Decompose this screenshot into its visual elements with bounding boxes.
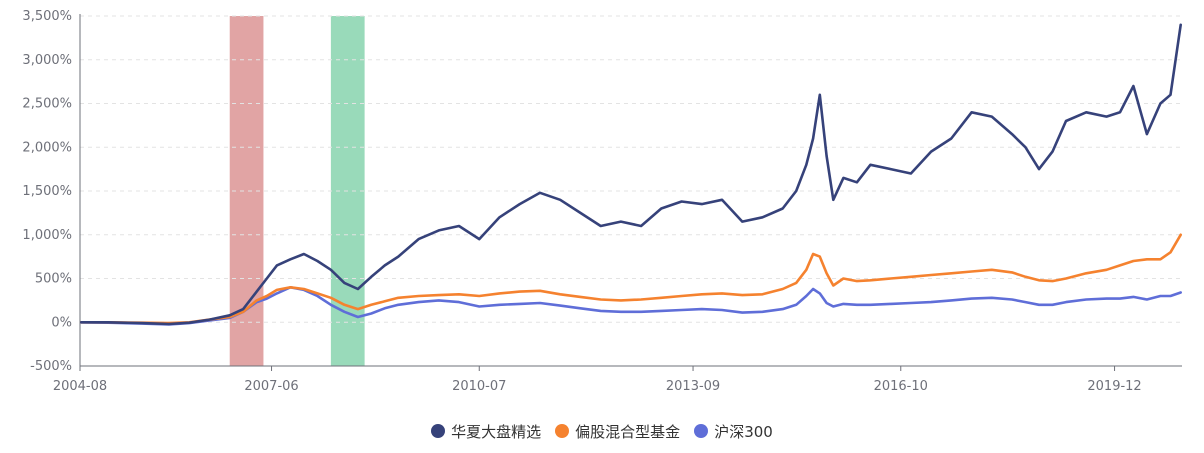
x-tick-label-3: 2013-09	[666, 379, 720, 394]
series-line-0	[80, 23, 1182, 326]
y-tick-label-3: 1,000%	[22, 228, 72, 243]
x-tick-labels: 2004-08 2007-06 2010-07 2013-09 2016-10 2019-…	[53, 366, 1142, 394]
legend-item-1[interactable]: 偏股混合型基金	[555, 421, 680, 442]
legend-item-2[interactable]: 沪深300	[694, 421, 773, 442]
x-tick-label-5: 2019-12	[1087, 379, 1141, 394]
legend-item-0[interactable]: 华夏大盘精选	[431, 421, 541, 442]
x-tick-label-2: 2010-07	[452, 379, 506, 394]
y-tick-labels: -500% 0% 500% 1,000% 1,500% 2,000% 2,500% 3,000…	[22, 9, 72, 374]
x-tick-label-0: 2004-08	[53, 379, 107, 394]
legend-swatch-2	[694, 424, 709, 438]
y-tick-label-5: 2,000%	[22, 140, 72, 155]
y-tick-label-0: -500%	[30, 359, 72, 374]
y-tick-label-2: 500%	[35, 272, 72, 287]
legend-label-2: 沪深300	[714, 422, 773, 441]
legend-swatch-0	[431, 424, 446, 438]
legend: 华夏大盘精选 偏股混合型基金 沪深300	[0, 419, 1204, 443]
x-tick-label-4: 2016-10	[874, 379, 928, 394]
legend-label-0: 华夏大盘精选	[451, 422, 542, 441]
y-tick-label-4: 1,500%	[22, 184, 72, 199]
series-lines	[80, 23, 1182, 326]
y-tick-label-6: 2,500%	[22, 97, 72, 112]
legend-label-1: 偏股混合型基金	[575, 422, 681, 441]
y-tick-label-7: 3,000%	[22, 53, 72, 68]
y-tick-label-1: 0%	[51, 315, 72, 330]
x-tick-label-1: 2007-06	[244, 379, 298, 394]
y-tick-label-8: 3,500%	[22, 9, 72, 24]
legend-swatch-1	[555, 424, 570, 438]
axes	[79, 14, 1182, 367]
series-line-1	[80, 233, 1182, 325]
